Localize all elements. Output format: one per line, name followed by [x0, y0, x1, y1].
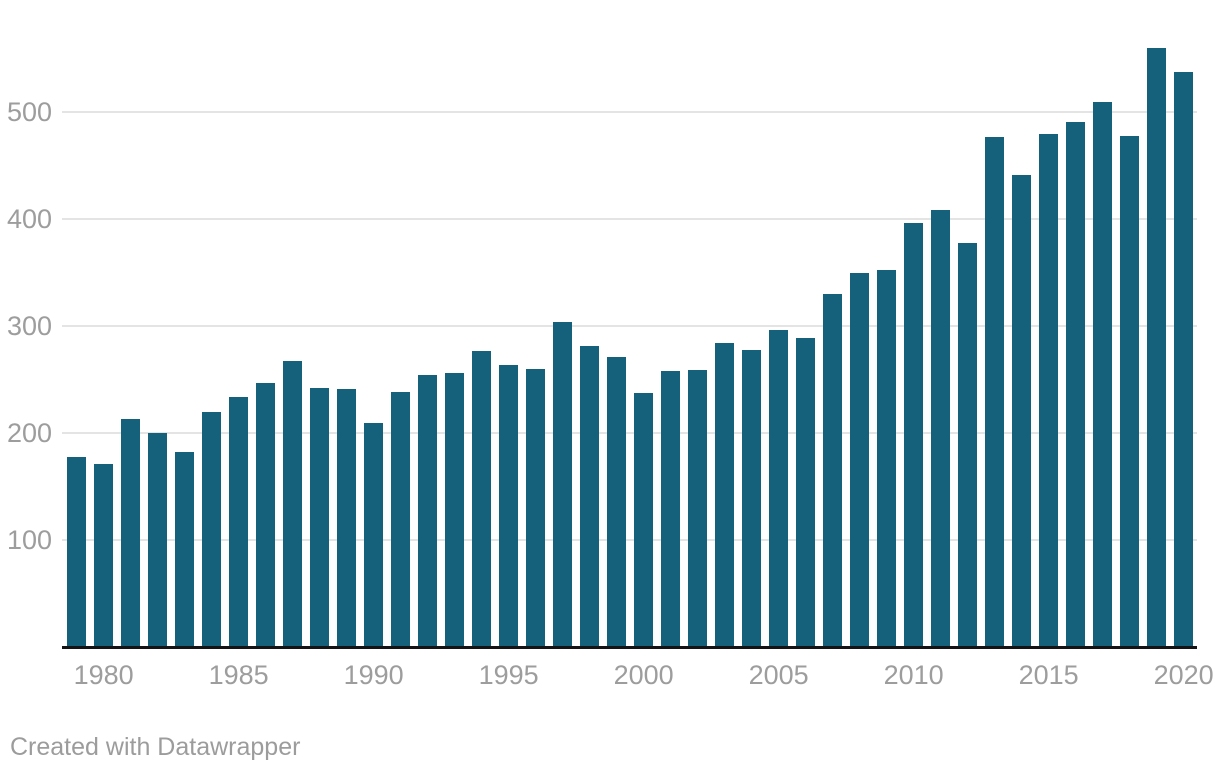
bar-1990[interactable] — [364, 423, 384, 647]
bar-1979[interactable] — [67, 456, 87, 647]
bar-2018[interactable] — [1120, 135, 1140, 647]
bar-2008[interactable] — [850, 272, 870, 647]
bar-1994[interactable] — [472, 350, 492, 647]
bar-2016[interactable] — [1066, 121, 1086, 647]
x-tick-label-2005: 2005 — [748, 660, 809, 690]
bar-1988[interactable] — [310, 388, 330, 647]
y-tick-label-200: 200 — [6, 418, 52, 448]
y-tick-label-500: 500 — [6, 97, 52, 127]
bar-1986[interactable] — [256, 382, 276, 647]
y-tick-label-100: 100 — [6, 525, 52, 555]
bar-2009[interactable] — [877, 270, 897, 647]
bar-2019[interactable] — [1147, 47, 1167, 647]
gridline-200 — [62, 432, 1197, 434]
bar-1983[interactable] — [175, 452, 195, 647]
gridline-300 — [62, 325, 1197, 327]
bar-2014[interactable] — [1012, 175, 1032, 647]
bar-2006[interactable] — [796, 337, 816, 647]
bar-1980[interactable] — [94, 464, 114, 647]
bar-2005[interactable] — [769, 330, 789, 647]
x-tick-label-2020: 2020 — [1153, 660, 1214, 690]
datawrapper-attribution: Created with Datawrapper — [10, 733, 301, 761]
bar-1997[interactable] — [553, 321, 573, 647]
x-tick-label-2000: 2000 — [613, 660, 674, 690]
bar-2001[interactable] — [661, 370, 681, 647]
bar-1985[interactable] — [229, 396, 249, 647]
gridline-400 — [62, 218, 1197, 220]
x-tick-label-1985: 1985 — [208, 660, 269, 690]
bar-1982[interactable] — [148, 433, 168, 647]
bar-1984[interactable] — [202, 411, 222, 647]
x-tick-label-2010: 2010 — [883, 660, 944, 690]
bar-2000[interactable] — [634, 393, 654, 647]
bar-2002[interactable] — [688, 369, 708, 647]
x-tick-label-2015: 2015 — [1018, 660, 1079, 690]
bar-2010[interactable] — [904, 223, 924, 647]
bar-1998[interactable] — [580, 346, 600, 647]
bar-2015[interactable] — [1039, 134, 1059, 647]
bar-2004[interactable] — [742, 349, 762, 647]
x-axis-line — [62, 646, 1197, 649]
x-tick-label-1980: 1980 — [73, 660, 134, 690]
bar-2017[interactable] — [1093, 102, 1113, 647]
bar-2003[interactable] — [715, 343, 735, 647]
bar-1987[interactable] — [283, 361, 303, 647]
y-tick-label-300: 300 — [6, 311, 52, 341]
bar-2013[interactable] — [985, 136, 1005, 647]
bar-1993[interactable] — [445, 373, 465, 647]
gridline-500 — [62, 111, 1197, 113]
bar-2007[interactable] — [823, 293, 843, 647]
bar-1992[interactable] — [418, 375, 438, 647]
bar-1991[interactable] — [391, 392, 411, 647]
x-tick-label-1995: 1995 — [478, 660, 539, 690]
bar-2012[interactable] — [958, 242, 978, 647]
bar-1989[interactable] — [337, 389, 357, 647]
y-tick-label-400: 400 — [6, 204, 52, 234]
bar-1995[interactable] — [499, 364, 519, 647]
bar-1999[interactable] — [607, 357, 627, 647]
bar-2011[interactable] — [931, 210, 951, 647]
x-tick-label-1990: 1990 — [343, 660, 404, 690]
gridline-100 — [62, 539, 1197, 541]
bar-1981[interactable] — [121, 419, 141, 647]
bar-1996[interactable] — [526, 368, 546, 647]
bar-2020[interactable] — [1174, 72, 1194, 647]
